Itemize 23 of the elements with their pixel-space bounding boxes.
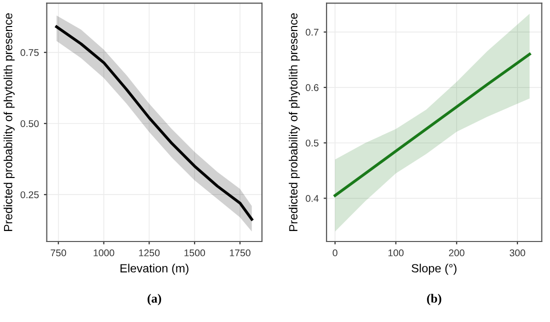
y-tick-label: 0.7	[306, 28, 318, 36]
y-axis-title: Predicted probability of phytolith presence	[4, 13, 15, 231]
x-axis-title: Elevation (m)	[120, 264, 188, 275]
text: (a)	[148, 294, 162, 306]
y-tick-label: 0.25	[20, 191, 39, 198]
x-tick-label: 1500	[184, 249, 206, 256]
line-series	[334, 52, 531, 197]
x-tick-label: 0	[332, 249, 338, 256]
x-tick-label: 100	[388, 249, 404, 256]
x-tick-label: 1000	[94, 249, 114, 256]
x-tick-label: 200	[449, 249, 464, 256]
y-tick-label: 0.75	[20, 49, 39, 56]
y-tick-label: 0.6	[306, 84, 318, 92]
x-tick-label: 300	[510, 249, 526, 256]
x-tick-label: 1250	[139, 249, 160, 256]
x-axis-title: Slope (°)	[412, 264, 456, 275]
text: (b)	[427, 294, 442, 306]
y-axis-title: Predicted probability of phytolith presence	[288, 13, 300, 231]
y-tick-label: 0.4	[306, 195, 319, 202]
y-tick-label: 0.5	[306, 140, 318, 146]
x-tick-label: 1750	[230, 249, 250, 256]
x-tick-label: 750	[50, 249, 66, 256]
y-tick-label: 0.50	[20, 120, 39, 128]
